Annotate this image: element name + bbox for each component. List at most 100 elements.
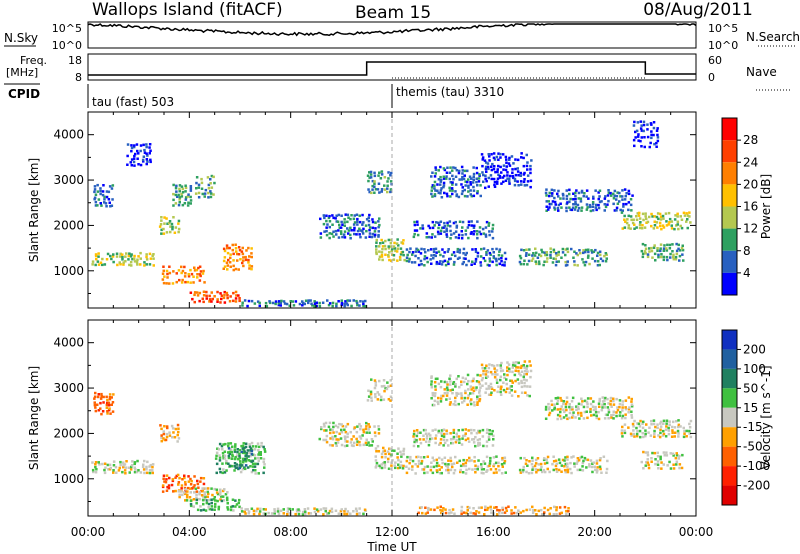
power-data-pixel bbox=[466, 169, 469, 173]
power-data-pixel bbox=[500, 260, 503, 263]
power-data-pixel bbox=[653, 224, 657, 227]
velocity-data-pixel bbox=[624, 406, 627, 409]
velocity-data-pixel bbox=[445, 439, 449, 442]
velocity-data-pixel bbox=[328, 421, 332, 425]
power-data-pixel bbox=[334, 229, 338, 233]
power-data-pixel bbox=[478, 174, 481, 177]
velocity-data-pixel bbox=[595, 414, 598, 417]
velocity-data-pixel bbox=[436, 377, 439, 380]
power-data-pixel bbox=[131, 257, 134, 261]
velocity-data-pixel bbox=[501, 506, 504, 510]
power-data-pixel bbox=[449, 237, 452, 240]
velocity-data-pixel bbox=[672, 463, 675, 466]
velocity-data-pixel bbox=[469, 385, 472, 388]
velocity-data-pixel bbox=[208, 507, 212, 511]
power-data-pixel bbox=[574, 202, 577, 206]
xtick-label: 16:00 bbox=[476, 525, 511, 539]
velocity-data-pixel bbox=[122, 465, 125, 469]
power-data-pixel bbox=[470, 220, 473, 223]
velocity-data-pixel bbox=[519, 366, 523, 370]
velocity-data-pixel bbox=[383, 463, 387, 467]
velocity-data-pixel bbox=[478, 394, 482, 397]
power-data-pixel bbox=[228, 246, 231, 250]
power-data-pixel bbox=[250, 267, 253, 271]
power-data-pixel bbox=[587, 250, 590, 254]
power-data-pixel bbox=[443, 259, 447, 263]
velocity-data-pixel bbox=[478, 397, 482, 401]
velocity-data-pixel bbox=[367, 423, 370, 426]
velocity-data-pixel bbox=[421, 511, 424, 515]
velocity-data-pixel bbox=[638, 429, 642, 433]
velocity-data-pixel bbox=[402, 447, 406, 451]
power-data-pixel bbox=[229, 265, 232, 268]
power-data-pixel bbox=[457, 233, 461, 237]
power-data-pixel bbox=[496, 170, 499, 174]
velocity-data-pixel bbox=[627, 411, 630, 414]
power-data-pixel bbox=[635, 218, 639, 221]
velocity-data-pixel bbox=[498, 468, 501, 472]
power-data-pixel bbox=[579, 197, 583, 200]
power-data-pixel bbox=[502, 164, 506, 167]
power-data-pixel bbox=[573, 250, 576, 253]
power-data-pixel bbox=[529, 171, 532, 175]
power-data-pixel bbox=[592, 250, 596, 253]
power-data-pixel bbox=[525, 183, 529, 187]
velocity-data-pixel bbox=[388, 447, 391, 450]
power-data-pixel bbox=[433, 193, 437, 196]
power-data-pixel bbox=[621, 209, 624, 212]
power-data-pixel bbox=[212, 175, 215, 179]
velocity-data-pixel bbox=[386, 460, 390, 464]
velocity-data-pixel bbox=[666, 464, 669, 467]
velocity-data-pixel bbox=[589, 397, 593, 400]
power-data-pixel bbox=[491, 247, 494, 251]
velocity-data-pixel bbox=[309, 512, 313, 515]
velocity-data-pixel bbox=[371, 440, 374, 443]
velocity-data-pixel bbox=[244, 508, 247, 511]
power-data-pixel bbox=[313, 302, 317, 305]
power-data-pixel bbox=[145, 258, 149, 261]
velocity-data-pixel bbox=[411, 468, 414, 471]
power-data-pixel bbox=[325, 233, 329, 237]
velocity-data-pixel bbox=[288, 512, 292, 515]
velocity-data-pixel bbox=[325, 440, 329, 444]
power-data-pixel bbox=[231, 248, 234, 252]
velocity-data-pixel bbox=[254, 462, 257, 466]
power-data-pixel bbox=[484, 186, 487, 190]
power-data-pixel bbox=[187, 273, 190, 276]
velocity-data-pixel bbox=[565, 414, 568, 417]
power-data-pixel bbox=[347, 229, 351, 232]
power-data-pixel bbox=[529, 179, 533, 183]
power-ytick-label: 2000 bbox=[53, 218, 84, 232]
velocity-data-pixel bbox=[166, 485, 169, 489]
power-data-pixel bbox=[676, 212, 679, 216]
velocity-data-pixel bbox=[645, 461, 648, 464]
power-data-pixel bbox=[402, 239, 405, 242]
velocity-data-pixel bbox=[632, 432, 636, 436]
velocity-data-pixel bbox=[471, 468, 474, 471]
power-data-pixel bbox=[362, 302, 365, 306]
velocity-data-pixel bbox=[667, 429, 671, 432]
velocity-data-pixel bbox=[659, 431, 662, 435]
power-data-pixel bbox=[127, 254, 131, 258]
power-data-pixel bbox=[662, 226, 666, 229]
power-data-pixel bbox=[368, 190, 371, 194]
velocity-data-pixel bbox=[645, 423, 648, 426]
velocity-data-pixel bbox=[603, 402, 606, 406]
velocity-data-pixel bbox=[223, 454, 227, 458]
velocity-data-pixel bbox=[472, 386, 475, 389]
velocity-data-pixel bbox=[623, 431, 627, 435]
velocity-data-pixel bbox=[189, 483, 193, 486]
velocity-data-pixel bbox=[549, 507, 552, 510]
velocity-data-pixel bbox=[577, 411, 580, 415]
power-data-pixel bbox=[629, 198, 633, 201]
velocity-data-pixel bbox=[595, 471, 599, 474]
velocity-data-pixel bbox=[460, 380, 463, 383]
power-data-pixel bbox=[635, 129, 639, 133]
velocity-data-pixel bbox=[408, 461, 411, 465]
velocity-data-pixel bbox=[554, 397, 558, 400]
velocity-data-pixel bbox=[252, 468, 255, 472]
velocity-data-pixel bbox=[558, 512, 562, 515]
velocity-data-pixel bbox=[455, 438, 458, 442]
velocity-data-pixel bbox=[484, 391, 487, 394]
velocity-data-pixel bbox=[472, 389, 476, 392]
